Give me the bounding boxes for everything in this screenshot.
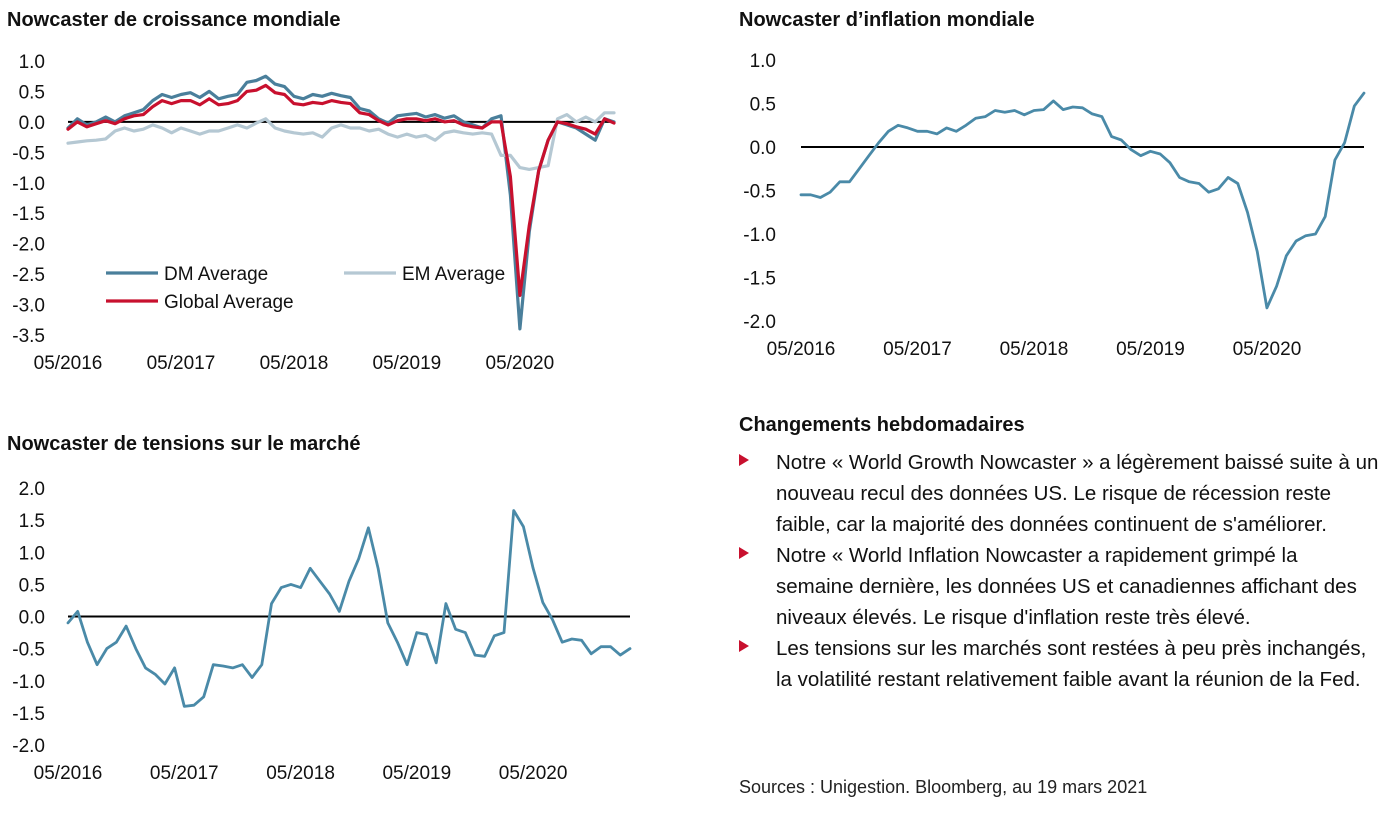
y-tick-label: -2.0 — [743, 312, 776, 333]
y-tick-label: 1.0 — [19, 543, 45, 564]
y-tick-label: -1.0 — [743, 225, 776, 246]
bullet-triangle-icon — [739, 640, 749, 652]
y-tick-label: 0.5 — [19, 82, 45, 103]
y-tick-label: 0.5 — [19, 575, 45, 596]
growth-chart: 1.0 0.5 0.0 -0.5 -1.0 -1.5 -2.0 -2.5 -3.0 -3.5 05/… — [12, 52, 616, 374]
weekly-change-text: Notre « World Growth Nowcaster » a légèr… — [776, 451, 1379, 536]
y-tick-label: -0.5 — [12, 143, 45, 164]
y-tick-label: 0.5 — [750, 95, 776, 116]
growth-chart-title: Nowcaster de croissance mondiale — [7, 9, 341, 31]
source-note: Sources : Unigestion. Bloomberg, au 19 m… — [739, 777, 1148, 797]
y-tick-label: 2.0 — [19, 479, 45, 500]
tension-chart-title: Nowcaster de tensions sur le marché — [7, 433, 361, 455]
y-tick-label: 0.0 — [750, 138, 776, 159]
y-tick-label: -0.5 — [12, 640, 45, 661]
x-tick-label: 05/2018 — [260, 353, 329, 374]
y-tick-label: -1.0 — [12, 174, 45, 195]
x-tick-label: 05/2019 — [373, 353, 442, 374]
series-line-0 — [66, 74, 616, 331]
x-tick-label: 05/2017 — [147, 353, 216, 374]
weekly-change-item: Notre « World Inflation Nowcaster a rapi… — [739, 540, 1379, 633]
inflation-chart-panel: Nowcaster d’inflation mondiale 1.0 0.5 0.0… — [730, 0, 1386, 380]
weekly-changes-title: Changements hebdomadaires — [739, 414, 1025, 436]
y-tick-label: -2.0 — [12, 736, 45, 757]
x-tick-label: 05/2018 — [1000, 339, 1069, 360]
x-tick-label: 05/2018 — [266, 763, 335, 784]
legend-label: DM Average — [164, 264, 268, 285]
x-tick-label: 05/2017 — [150, 763, 219, 784]
series-line-2 — [66, 83, 616, 297]
bullet-triangle-icon — [739, 547, 749, 559]
bullet-triangle-icon — [739, 454, 749, 466]
y-tick-label: 1.0 — [750, 51, 776, 72]
y-tick-label: -1.0 — [12, 672, 45, 693]
x-tick-label: 05/2020 — [499, 763, 568, 784]
y-tick-label: 1.5 — [19, 511, 45, 532]
weekly-change-text: Notre « World Inflation Nowcaster a rapi… — [776, 544, 1357, 629]
weekly-changes-list: Notre « World Growth Nowcaster » a légèr… — [739, 447, 1379, 695]
y-tick-label: 0.0 — [19, 113, 45, 134]
tension-chart-panel: Nowcaster de tensions sur le marché 2.0 1… — [0, 420, 660, 818]
tension-chart: 2.0 1.5 1.0 0.5 0.0 -0.5 -1.0 -1.5 -2.0 05/2016 05… — [12, 479, 632, 784]
weekly-change-item: Les tensions sur les marchés sont restée… — [739, 633, 1379, 695]
series-line-1 — [66, 111, 616, 171]
legend-label: EM Average — [402, 264, 505, 285]
series-line-0 — [66, 509, 632, 708]
inflation-chart-title: Nowcaster d’inflation mondiale — [739, 9, 1035, 31]
growth-chart-panel: Nowcaster de croissance mondiale 1.0 0.5 0… — [0, 0, 660, 390]
y-tick-label: -2.0 — [12, 235, 45, 256]
x-tick-label: 05/2016 — [767, 339, 836, 360]
x-tick-label: 05/2017 — [883, 339, 952, 360]
series-line-0 — [799, 91, 1366, 310]
legend-label: Global Average — [164, 292, 294, 313]
y-tick-label: -1.5 — [12, 704, 45, 725]
x-tick-label: 05/2019 — [1116, 339, 1185, 360]
x-tick-label: 05/2016 — [34, 763, 103, 784]
y-tick-label: -2.5 — [12, 265, 45, 286]
y-tick-label: 1.0 — [19, 52, 45, 73]
x-tick-label: 05/2016 — [34, 353, 103, 374]
y-tick-label: -3.5 — [12, 326, 45, 347]
y-tick-label: -3.0 — [12, 296, 45, 317]
weekly-changes: Changements hebdomadaires Notre « World … — [739, 414, 1379, 695]
x-tick-label: 05/2020 — [1233, 339, 1302, 360]
y-tick-label: -0.5 — [743, 182, 776, 203]
x-tick-label: 05/2020 — [486, 353, 555, 374]
y-tick-label: -1.5 — [12, 204, 45, 225]
y-tick-label: -1.5 — [743, 269, 776, 290]
x-tick-label: 05/2019 — [382, 763, 451, 784]
y-tick-label: 0.0 — [19, 608, 45, 629]
weekly-change-item: Notre « World Growth Nowcaster » a légèr… — [739, 447, 1379, 540]
inflation-chart: 1.0 0.5 0.0 -0.5 -1.0 -1.5 -2.0 05/2016 05/2017 0… — [743, 51, 1366, 360]
weekly-change-text: Les tensions sur les marchés sont restée… — [776, 637, 1367, 691]
